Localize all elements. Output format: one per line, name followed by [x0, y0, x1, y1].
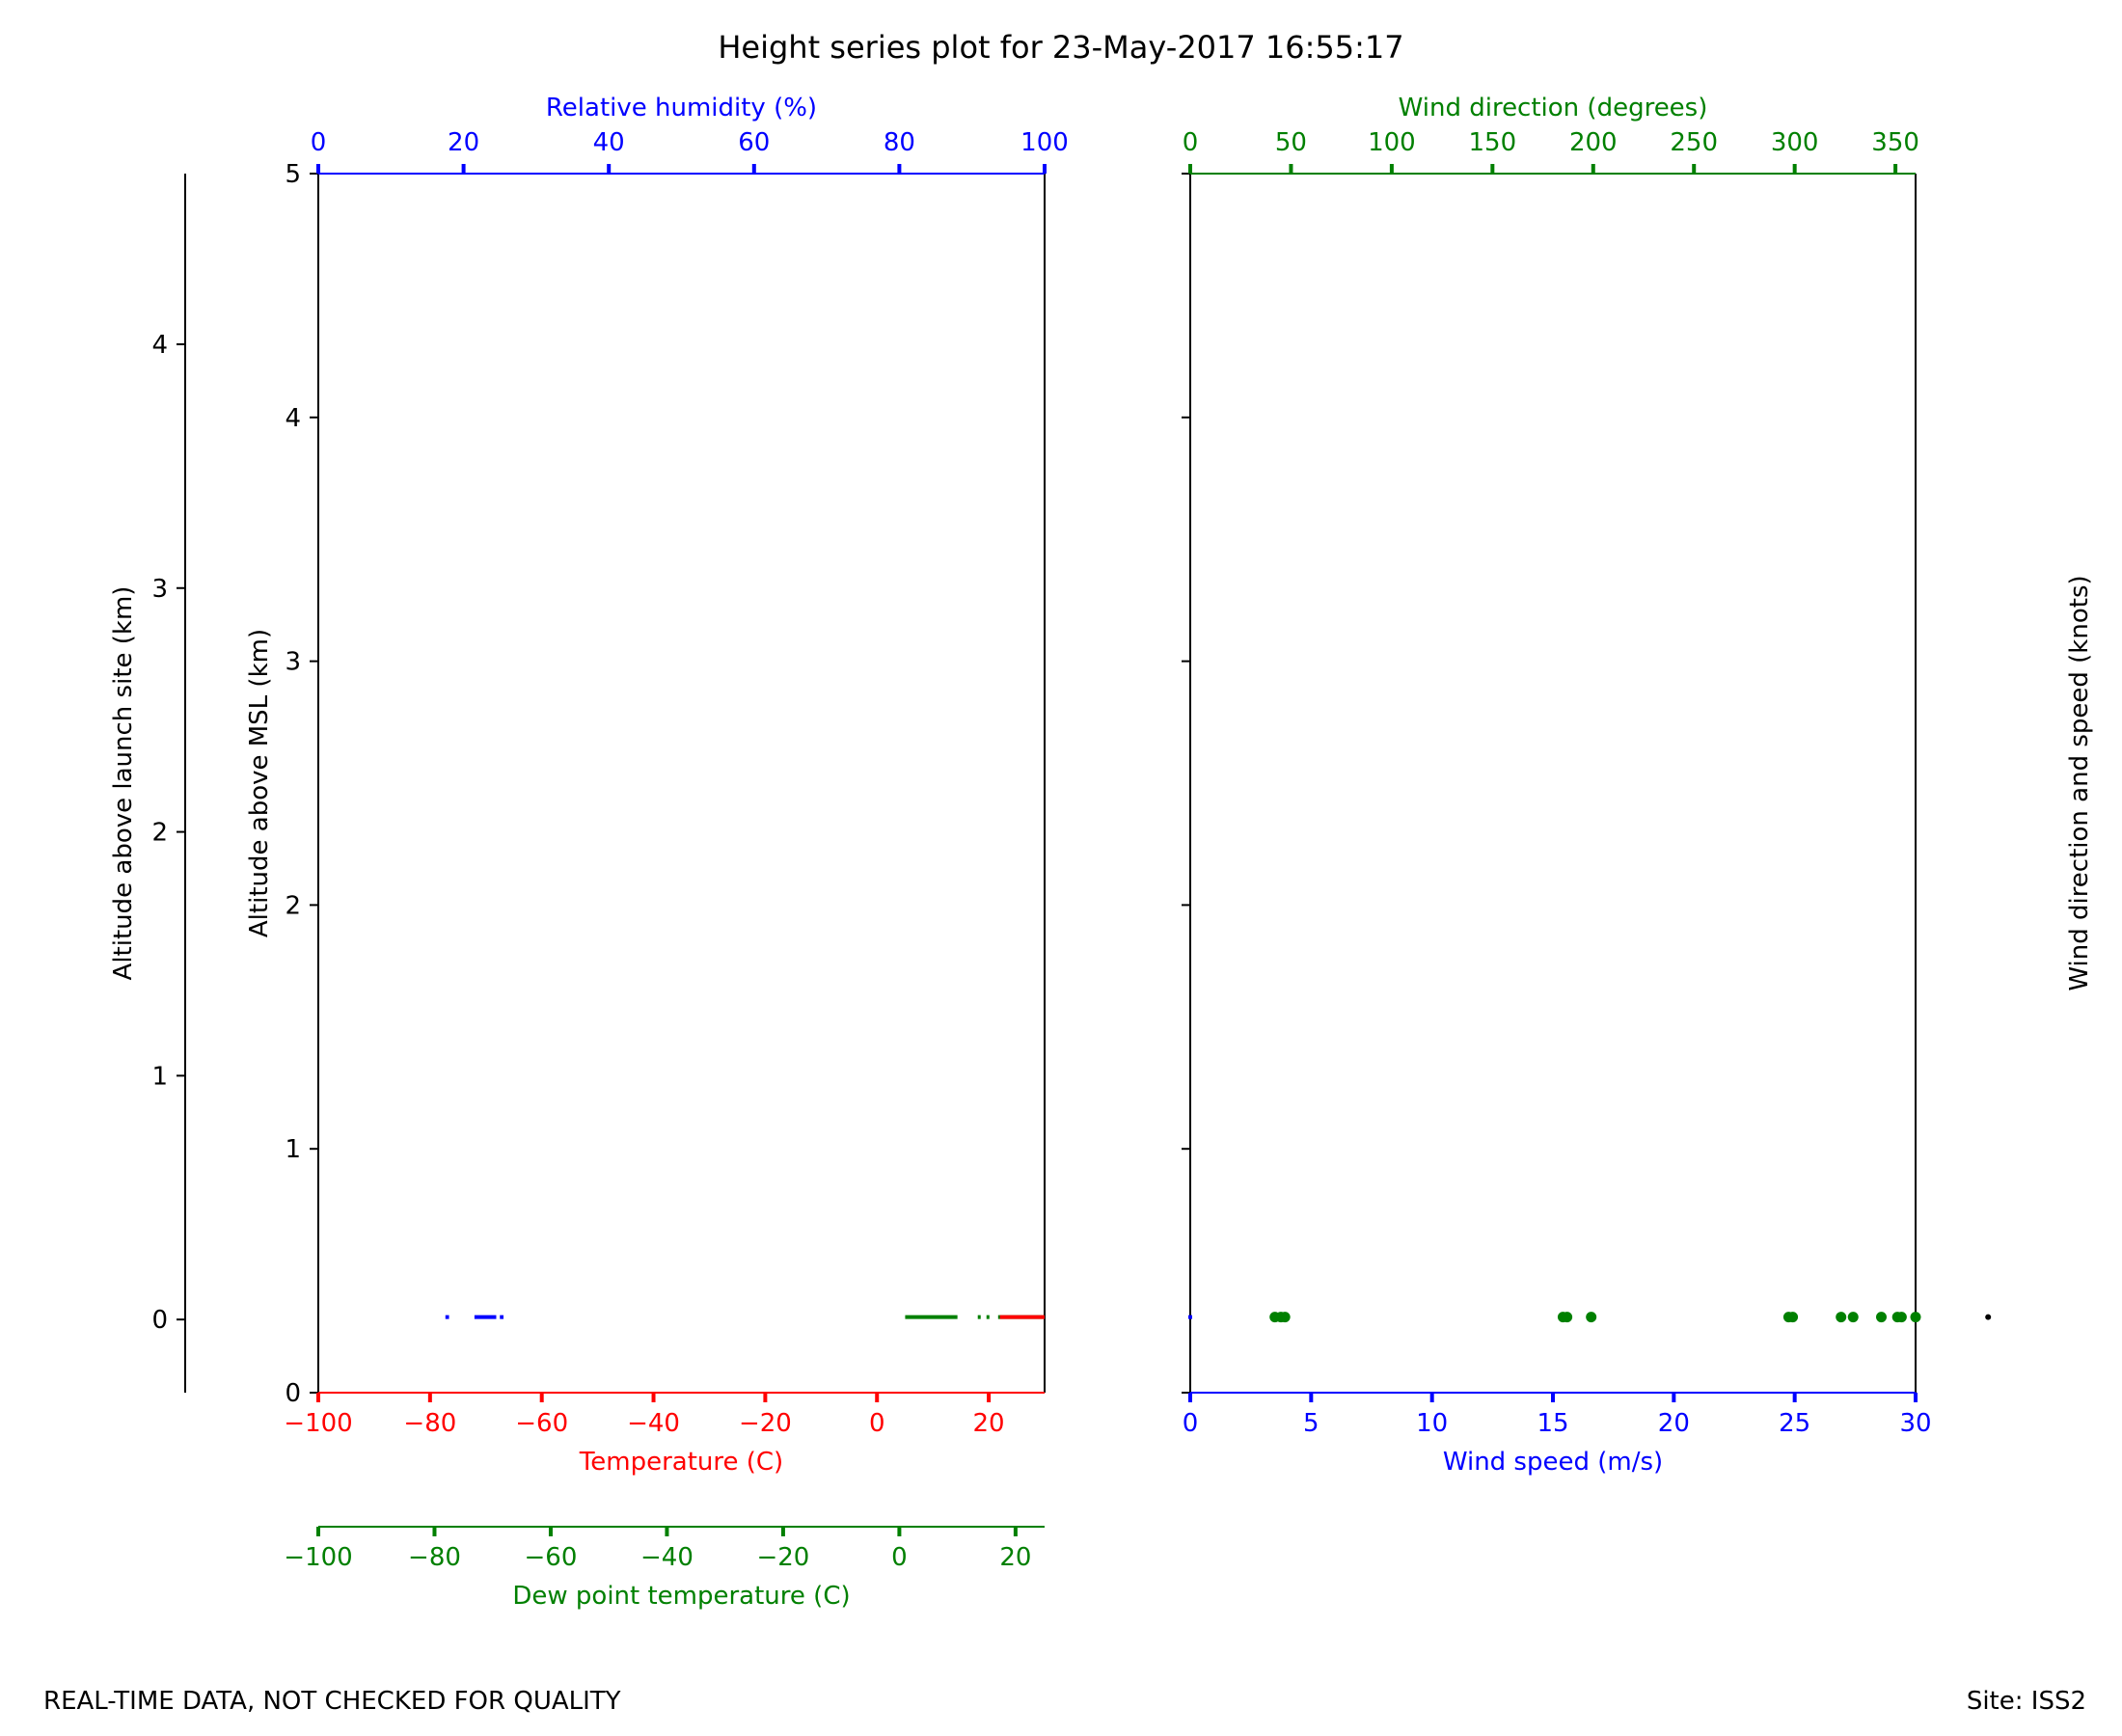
humidity-axis-label: Relative humidity (%)	[546, 94, 817, 122]
wind-speed-tick-label: 5	[1303, 1409, 1319, 1438]
chart-title: Height series plot for 23-May-2017 16:55…	[718, 29, 1403, 66]
dewpoint-tick-label: 0	[891, 1543, 908, 1572]
quality-notice: REAL-TIME DATA, NOT CHECKED FOR QUALITY	[43, 1687, 621, 1716]
temperature-axis-label: Temperature (C)	[579, 1448, 783, 1477]
wind-direction-tick-label: 300	[1771, 128, 1819, 157]
dewpoint-tick-label: −40	[640, 1543, 694, 1572]
launch-site-tick-label: 0	[151, 1306, 168, 1335]
thermodynamics-panel: 0 1 2 3 4 5 Altitude above MSL (km) 0 1 2 3 4 Altitu…	[109, 94, 1069, 1611]
wind-direction-point	[1787, 1312, 1799, 1323]
temperature-tick-label: 20	[973, 1409, 1005, 1438]
dewpoint-tick-label: 20	[999, 1543, 1031, 1572]
wind-speed-tick-label: 20	[1658, 1409, 1690, 1438]
wind-direction-point	[1836, 1312, 1847, 1323]
wind-speed-tick-label: 0	[1183, 1409, 1199, 1438]
humidity-tick-label: 20	[448, 128, 479, 157]
temperature-tick-label: 0	[869, 1409, 885, 1438]
dewpoint-tick-label: −80	[408, 1543, 461, 1572]
launch-site-tick-label: 4	[151, 331, 168, 360]
humidity-tick-label: 60	[738, 128, 770, 157]
wind-direction-point	[1910, 1312, 1921, 1323]
msl-tick-label: 3	[285, 648, 301, 677]
wind-speed-tick-label: 10	[1416, 1409, 1448, 1438]
launch-site-tick-label: 3	[151, 575, 168, 604]
wind-direction-tick-label: 50	[1275, 128, 1307, 157]
wind-panel: 0 5 10 15 20 25 30 Wind speed (m/s) 0 50 100 150 200…	[1182, 94, 2094, 1477]
msl-tick-label: 5	[285, 160, 301, 189]
temperature-tick-label: −20	[739, 1409, 792, 1438]
wind-direction-tick-label: 250	[1670, 128, 1718, 157]
wind-speed-axis-label: Wind speed (m/s)	[1443, 1448, 1663, 1477]
wind-direction-tick-label: 100	[1368, 128, 1416, 157]
humidity-tick-label: 100	[1020, 128, 1069, 157]
msl-tick-label: 0	[285, 1379, 301, 1408]
msl-axis-label: Altitude above MSL (km)	[245, 629, 274, 937]
msl-tick-label: 1	[285, 1135, 301, 1164]
wind-direction-tick-label: 0	[1183, 128, 1199, 157]
msl-tick-label: 4	[285, 404, 301, 433]
wind-direction-point	[1586, 1312, 1597, 1323]
temperature-tick-label: −60	[515, 1409, 568, 1438]
wind-speed-point	[1188, 1315, 1192, 1319]
temperature-tick-label: −100	[284, 1409, 352, 1438]
site-label: Site: ISS2	[1967, 1687, 2086, 1716]
wind-speed-tick-label: 15	[1537, 1409, 1568, 1438]
wind-direction-tick-label: 150	[1469, 128, 1517, 157]
wind-speed-tick-label: 25	[1779, 1409, 1810, 1438]
wind-barb-point	[1985, 1314, 1992, 1320]
wind-speed-tick-label: 30	[1899, 1409, 1931, 1438]
temperature-tick-label: −80	[403, 1409, 456, 1438]
dewpoint-tick-label: −20	[756, 1543, 809, 1572]
humidity-tick-label: 40	[593, 128, 625, 157]
launch-site-axis-label: Altitude above launch site (km)	[109, 586, 138, 981]
wind-direction-point	[1279, 1312, 1291, 1323]
temperature-tick-label: −40	[627, 1409, 680, 1438]
wind-direction-point	[1895, 1312, 1907, 1323]
wind-direction-tick-label: 200	[1569, 128, 1618, 157]
launch-site-tick-label: 2	[151, 819, 168, 848]
wind-direction-point	[1847, 1312, 1859, 1323]
humidity-tick-label: 80	[884, 128, 915, 157]
humidity-tick-label: 0	[311, 128, 327, 157]
wind-direction-point	[1875, 1312, 1887, 1323]
wind-barb-axis-label: Wind direction and speed (knots)	[2065, 575, 2094, 990]
dewpoint-tick-label: −60	[525, 1543, 578, 1572]
wind-direction-axis-label: Wind direction (degrees)	[1399, 94, 1708, 122]
dewpoint-axis-label: Dew point temperature (C)	[512, 1582, 850, 1611]
wind-direction-tick-label: 350	[1871, 128, 1919, 157]
launch-site-tick-label: 1	[151, 1062, 168, 1091]
msl-tick-label: 2	[285, 891, 301, 920]
wind-direction-point	[1562, 1312, 1573, 1323]
dewpoint-tick-label: −100	[284, 1543, 352, 1572]
